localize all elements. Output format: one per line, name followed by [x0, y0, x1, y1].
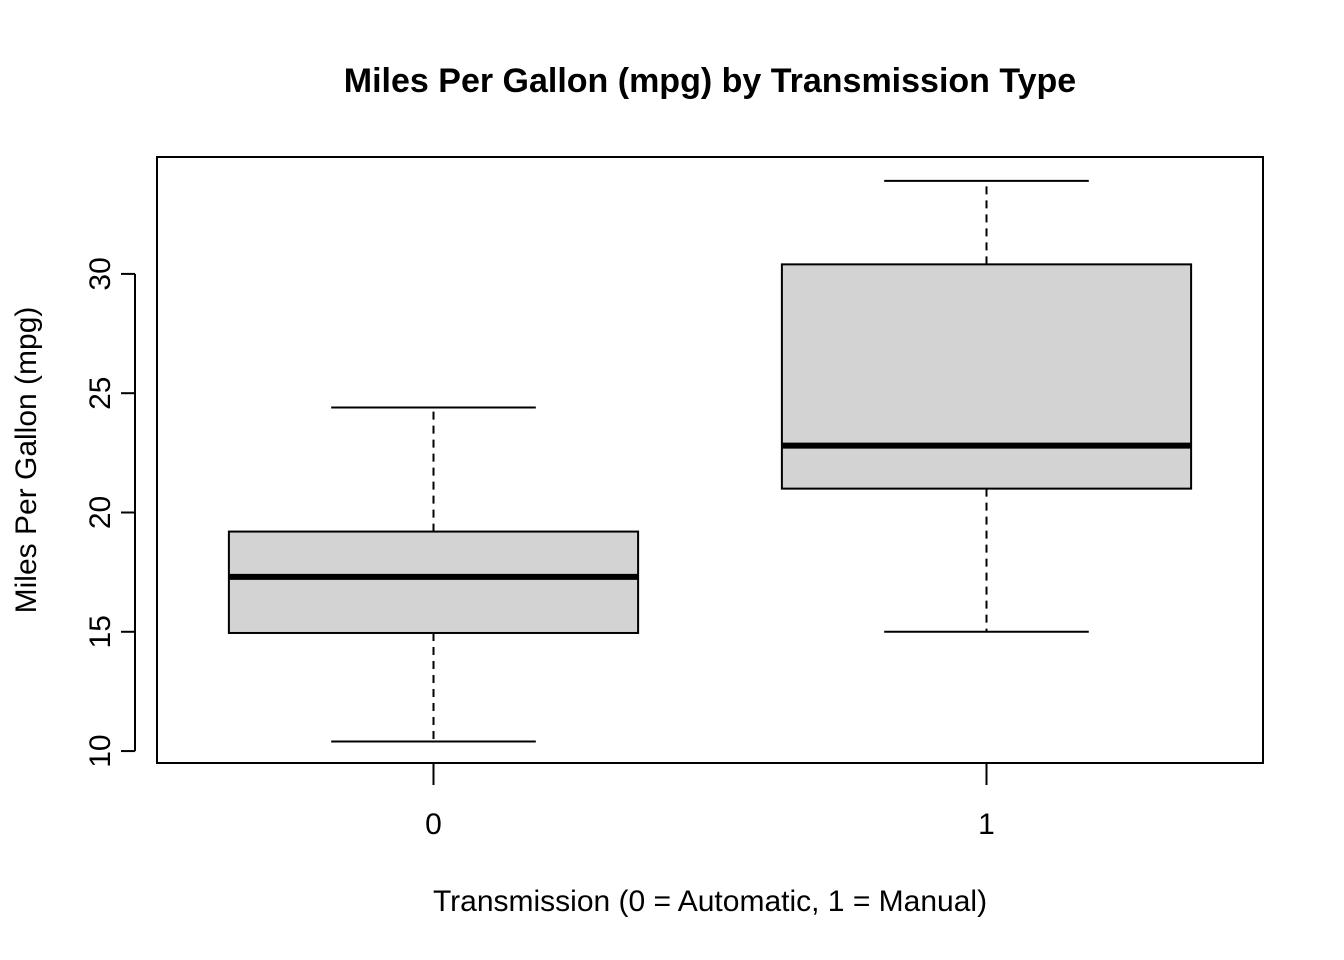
x-axis-label: Transmission (0 = Automatic, 1 = Manual): [433, 885, 987, 918]
y-axis-label: Miles Per Gallon (mpg): [10, 307, 43, 614]
box-group-1: [780, 179, 1193, 633]
y-tick-label: 25: [84, 377, 117, 410]
plot-frame: [156, 156, 1264, 764]
y-tick-label: 20: [84, 496, 117, 529]
y-tick-label: 15: [84, 615, 117, 648]
iqr-box: [227, 530, 640, 634]
boxes: [227, 179, 1193, 743]
y-tick-label: 10: [84, 734, 117, 767]
chart-title: Miles Per Gallon (mpg) by Transmission T…: [344, 62, 1076, 100]
x-tick-label: 0: [425, 808, 442, 841]
box-group-0: [227, 406, 640, 743]
y-axis: 10 15 20 25 30: [84, 257, 136, 768]
y-tick-label: 30: [84, 257, 117, 290]
iqr-box: [780, 263, 1193, 490]
x-tick-label: 1: [978, 808, 995, 841]
